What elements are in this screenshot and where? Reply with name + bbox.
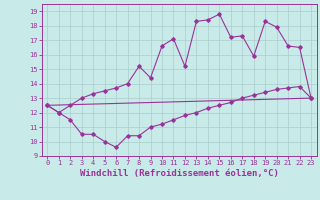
X-axis label: Windchill (Refroidissement éolien,°C): Windchill (Refroidissement éolien,°C)	[80, 169, 279, 178]
